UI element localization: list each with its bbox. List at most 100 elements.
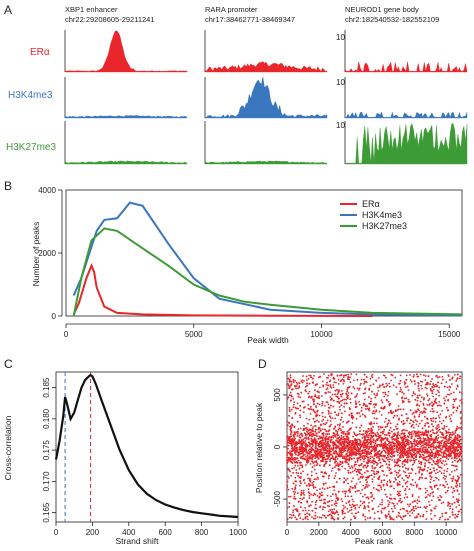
scatter-point xyxy=(392,518,395,521)
scatter-point xyxy=(404,386,407,388)
scatter-point xyxy=(419,476,421,479)
scatter-point xyxy=(296,420,299,423)
scatter-point xyxy=(316,390,319,392)
scatter-point xyxy=(347,437,350,440)
scatter-point xyxy=(288,406,291,409)
scatter-point xyxy=(435,484,438,487)
scatter-point xyxy=(289,391,292,394)
scatter-point xyxy=(425,429,427,432)
scatter-point xyxy=(424,423,427,425)
scatter-point xyxy=(358,438,361,441)
scatter-point xyxy=(415,458,417,461)
scatter-point xyxy=(348,465,350,468)
scatter-point xyxy=(356,474,359,476)
scatter-point xyxy=(365,376,368,378)
scatter-point xyxy=(340,438,343,441)
scatter-point xyxy=(321,404,323,407)
scatter-point xyxy=(393,414,396,417)
scatter-point xyxy=(350,427,352,429)
scatter-point xyxy=(443,472,445,475)
scatter-point xyxy=(329,420,332,422)
scatter-point xyxy=(314,411,317,414)
scatter-point xyxy=(408,433,411,436)
scatter-point xyxy=(339,447,342,450)
scatter-point xyxy=(460,417,462,420)
scatter-point xyxy=(440,451,443,454)
scatter-point xyxy=(336,462,339,465)
scatter-point xyxy=(452,514,454,516)
region-1-name: XBP1 enhancer xyxy=(65,5,118,14)
scatter-point xyxy=(358,433,361,435)
scatter-point xyxy=(356,411,359,414)
scatter-point xyxy=(354,406,357,409)
scatter-point xyxy=(442,477,445,479)
scatter-point xyxy=(394,477,397,479)
scatter-point xyxy=(294,487,297,490)
scatter-point xyxy=(424,408,427,411)
scatter-point xyxy=(455,409,458,412)
scatter-point xyxy=(329,458,331,461)
scatter-point xyxy=(413,450,416,452)
scatter-point xyxy=(296,461,299,464)
scatter-point xyxy=(416,515,418,518)
scatter-point xyxy=(349,485,352,488)
scatter-point xyxy=(445,480,447,483)
scatter-point xyxy=(426,404,429,406)
scatter-point xyxy=(404,514,407,517)
scatter-point xyxy=(408,448,411,450)
scatter-point xyxy=(307,491,310,494)
scatter-point xyxy=(355,463,357,466)
scatter-point xyxy=(343,477,346,480)
scatter-point xyxy=(415,423,418,426)
scatter-point xyxy=(454,430,457,432)
scatter-point xyxy=(311,443,314,446)
scatter-point xyxy=(338,447,341,450)
scatter-point xyxy=(287,444,290,447)
scatter-point xyxy=(438,400,441,403)
scatter-point xyxy=(341,465,344,468)
scatter-point xyxy=(286,506,289,509)
scatter-point xyxy=(358,489,360,492)
scatter-point xyxy=(288,387,291,389)
scatter-point xyxy=(459,452,461,454)
scatter-point xyxy=(440,448,443,451)
scatter-point xyxy=(391,436,393,439)
scatter-point xyxy=(443,474,446,477)
scatter-point xyxy=(323,373,325,375)
scale-label-era: 10 xyxy=(336,33,345,42)
scatter-point xyxy=(313,450,316,453)
scatter-point xyxy=(319,449,322,451)
scatter-point xyxy=(381,458,384,460)
scatter-point xyxy=(443,464,446,466)
scatter-point xyxy=(444,460,447,462)
scatter-point xyxy=(423,468,426,471)
scatter-point xyxy=(387,390,390,393)
scatter-point xyxy=(435,375,437,377)
scatter-point xyxy=(368,434,370,437)
scatter-point xyxy=(314,507,316,510)
scatter-point xyxy=(433,461,435,463)
scatter-point xyxy=(330,457,333,459)
scatter-point xyxy=(448,445,451,447)
scatter-point xyxy=(288,394,291,396)
scatter-point xyxy=(334,389,337,392)
scatter-point xyxy=(410,436,413,439)
scatter-point xyxy=(334,393,336,396)
scatter-point xyxy=(422,454,425,457)
scatter-point xyxy=(412,484,415,487)
scatter-point xyxy=(407,449,410,452)
cross-correlation-line xyxy=(54,373,239,519)
track-signal xyxy=(64,115,188,119)
scatter-point xyxy=(439,499,441,502)
scatter-point xyxy=(350,373,352,375)
scatter-point xyxy=(315,415,318,418)
scatter-point xyxy=(303,437,306,440)
scatter-point xyxy=(411,450,414,452)
scatter-point xyxy=(304,386,307,388)
scatter-point xyxy=(361,457,364,459)
scatter-point xyxy=(413,460,416,462)
scatter-point xyxy=(380,441,383,443)
scatter-point xyxy=(324,449,326,452)
scatter-point xyxy=(427,436,429,439)
scatter-point xyxy=(381,401,384,404)
